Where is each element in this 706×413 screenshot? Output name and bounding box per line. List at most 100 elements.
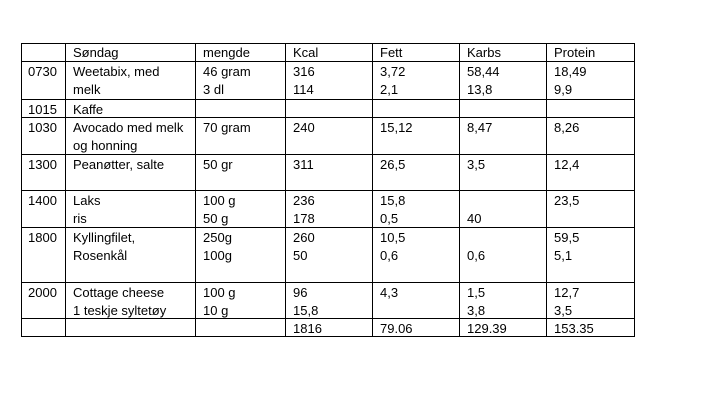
table-cell: 15,12 (373, 118, 460, 155)
cell-text: 316 (293, 64, 315, 79)
cell-text: 70 gram (203, 120, 251, 135)
table-cell: 100 g 50 g (196, 191, 286, 228)
table-cell: 311 (286, 155, 373, 191)
table-cell: Kaffe (66, 100, 196, 118)
cell-text: 1030 (28, 120, 57, 135)
cell-text: 1 teskje syltetøy (73, 303, 167, 318)
table-cell: 0730 (21, 62, 66, 100)
cell-text: 100g (203, 248, 232, 263)
cell-text: 250g (203, 230, 232, 245)
cell-text: 3 dl (203, 82, 224, 97)
table-cell: 96 15,8 (286, 283, 373, 319)
table-cell: mengde (196, 43, 286, 62)
table-cell: 1015 (21, 100, 66, 118)
table-cell: 2000 (21, 283, 66, 319)
cell-text: 114 (293, 82, 314, 97)
cell-text: 15,12 (380, 120, 413, 135)
table-cell: Avocado med melk og honning (66, 118, 196, 155)
cell-text: 18,49 (554, 64, 587, 79)
cell-text: 1400 (28, 193, 57, 208)
cell-text: 236 (293, 193, 315, 208)
table-cell: 0,6 (460, 228, 547, 283)
cell-text: Søndag (73, 45, 119, 60)
cell-text: 0730 (28, 64, 57, 79)
table-cell: 26,5 (373, 155, 460, 191)
cell-text: 13,8 (467, 82, 493, 97)
table-cell: 316 114 (286, 62, 373, 100)
cell-text: 1300 (28, 157, 57, 172)
cell-text: 79.06 (380, 321, 413, 336)
table-cell: Peanøtter, salte (66, 155, 196, 191)
cell-text: 10,5 (380, 230, 406, 245)
cell-text: Karbs (467, 45, 501, 60)
cell-text: melk (73, 82, 101, 97)
table-cell: Fett (373, 43, 460, 62)
cell-text: Kaffe (73, 102, 104, 117)
cell-text: 260 (293, 230, 315, 245)
cell-text: 0,6 (380, 248, 399, 263)
table-cell: 240 (286, 118, 373, 155)
cell-text: 23,5 (554, 193, 580, 208)
table-cell: 1800 (21, 228, 66, 283)
table-cell: 8,26 (547, 118, 635, 155)
table-cell: 153.35 (547, 319, 635, 337)
cell-text: 40 (467, 211, 482, 226)
cell-text: 1816 (293, 321, 322, 336)
table-cell: 1,5 3,8 (460, 283, 547, 319)
table-cell: Kyllingfilet, Rosenkål (66, 228, 196, 283)
table-cell: 58,44 13,8 (460, 62, 547, 100)
table-cell: Laks ris (66, 191, 196, 228)
cell-text: 3,5 (554, 303, 573, 318)
table-cell: 1300 (21, 155, 66, 191)
cell-text: 100 g (203, 285, 236, 300)
table-cell: 59,5 5,1 (547, 228, 635, 283)
cell-text: 96 (293, 285, 308, 300)
table-cell: 8,47 (460, 118, 547, 155)
cell-text: 153.35 (554, 321, 594, 336)
table-cell: Kcal (286, 43, 373, 62)
cell-text: 15,8 (293, 303, 319, 318)
table-cell: Søndag (66, 43, 196, 62)
cell-text: Rosenkål (73, 248, 128, 263)
cell-text: 9,9 (554, 82, 573, 97)
table-cell: 50 gr (196, 155, 286, 191)
table-cell (547, 100, 635, 118)
table-cell: 4,3 (373, 283, 460, 319)
table-cell: 12,7 3,5 (547, 283, 635, 319)
table-cell: 3,5 (460, 155, 547, 191)
table-cell (21, 319, 66, 337)
table-cell: 250g 100g (196, 228, 286, 283)
cell-text: 0,6 (467, 248, 486, 263)
table-cell: 15,8 0,5 (373, 191, 460, 228)
cell-text: 178 (293, 211, 315, 226)
table-cell (460, 100, 547, 118)
cell-text: 15,8 (380, 193, 406, 208)
cell-text: 8,47 (467, 120, 493, 135)
table-cell: 1816 (286, 319, 373, 337)
cell-text: 240 (293, 120, 315, 135)
cell-text: Avocado med melk (73, 120, 184, 135)
cell-text: Fett (380, 45, 403, 60)
table-cell (286, 100, 373, 118)
table-cell: 3,72 2,1 (373, 62, 460, 100)
cell-text: 311 (293, 157, 314, 172)
table-cell: 18,49 9,9 (547, 62, 635, 100)
table-cell: 260 50 (286, 228, 373, 283)
cell-text: 100 g (203, 193, 236, 208)
cell-text: 12,7 (554, 285, 580, 300)
cell-text (467, 192, 546, 210)
cell-text: Cottage cheese (73, 285, 165, 300)
table-cell: 1400 (21, 191, 66, 228)
table-cell: 46 gram 3 dl (196, 62, 286, 100)
table-cell: 70 gram (196, 118, 286, 155)
cell-text: 8,26 (554, 120, 580, 135)
cell-text: Peanøtter, salte (73, 157, 165, 172)
table-cell: 79.06 (373, 319, 460, 337)
cell-text: 12,4 (554, 157, 580, 172)
cell-text: Kyllingfilet, (73, 230, 136, 245)
table-cell: Weetabix, med melk (66, 62, 196, 100)
cell-text: Laks (73, 193, 101, 208)
cell-text: ris (73, 211, 87, 226)
cell-text: 59,5 (554, 230, 580, 245)
